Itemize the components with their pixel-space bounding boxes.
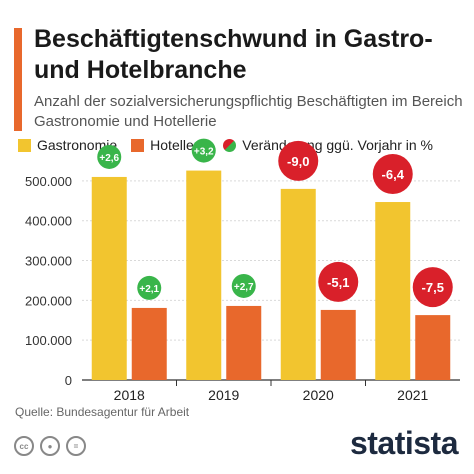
change-label-hotellerie: +2,1 — [139, 284, 159, 295]
legend-change-icon — [223, 138, 237, 152]
license-icons: cc ● = — [14, 436, 92, 456]
legend-swatch-gastronomie — [18, 138, 31, 152]
change-label-gastronomie: +2,6 — [99, 153, 119, 164]
statista-logo: statista — [349, 425, 459, 461]
y-tick-label: 300.000 — [25, 254, 72, 269]
change-label-gastronomie: -6,4 — [382, 167, 405, 182]
change-badge-hotellerie — [412, 267, 453, 308]
change-label-gastronomie: +3,2 — [194, 147, 214, 158]
change-label-hotellerie: -7,5 — [422, 280, 444, 295]
x-tick-label: 2020 — [303, 387, 334, 403]
legend-swatch-hotellerie — [131, 138, 145, 152]
bar-gastronomie — [280, 188, 316, 380]
y-tick-label: 0 — [65, 373, 72, 388]
change-badge-hotellerie — [231, 273, 256, 298]
nd-icon[interactable]: = — [66, 436, 86, 456]
by-icon[interactable]: ● — [40, 436, 60, 456]
change-label-hotellerie: -5,1 — [327, 275, 349, 290]
x-tick-label: 2019 — [208, 387, 239, 403]
bar-gastronomie — [91, 176, 127, 380]
y-tick-label: 200.000 — [25, 293, 72, 308]
legend-item-gastronomie: Gastronomie — [18, 137, 117, 153]
bar-gastronomie — [186, 170, 222, 380]
x-tick-label: 2021 — [397, 387, 428, 403]
cc-icon[interactable]: cc — [14, 436, 34, 456]
change-label-hotellerie: +2,7 — [234, 282, 254, 293]
bar-gastronomie — [375, 202, 411, 380]
accent-bar — [14, 28, 22, 131]
y-tick-label: 100.000 — [25, 333, 72, 348]
change-label-gastronomie: -9,0 — [287, 154, 309, 169]
bar-hotellerie — [415, 315, 451, 380]
change-badge-gastronomie — [278, 140, 319, 181]
bar-hotellerie — [320, 309, 356, 380]
change-badge-gastronomie — [372, 154, 413, 195]
legend-label-gastronomie: Gastronomie — [37, 137, 118, 153]
x-tick-label: 2018 — [114, 387, 145, 403]
chart-title: Beschäftigtenschwund in Gastro- und Hote… — [34, 25, 433, 84]
bar-hotellerie — [226, 305, 262, 380]
bar-hotellerie — [131, 307, 167, 380]
change-badge-gastronomie — [191, 138, 216, 163]
y-tick-label: 500.000 — [25, 174, 72, 189]
legend: Gastronomie Hotellerie Veränderung ggü. … — [18, 137, 447, 153]
source-note: Quelle: Bundesagentur für Arbeit — [15, 405, 190, 419]
y-tick-label: 400.000 — [25, 214, 72, 229]
chart-subtitle: Anzahl der sozialversicherungspflichtig … — [34, 93, 463, 130]
change-badge-hotellerie — [137, 275, 162, 300]
change-badge-hotellerie — [318, 261, 359, 302]
change-badge-gastronomie — [97, 144, 122, 169]
